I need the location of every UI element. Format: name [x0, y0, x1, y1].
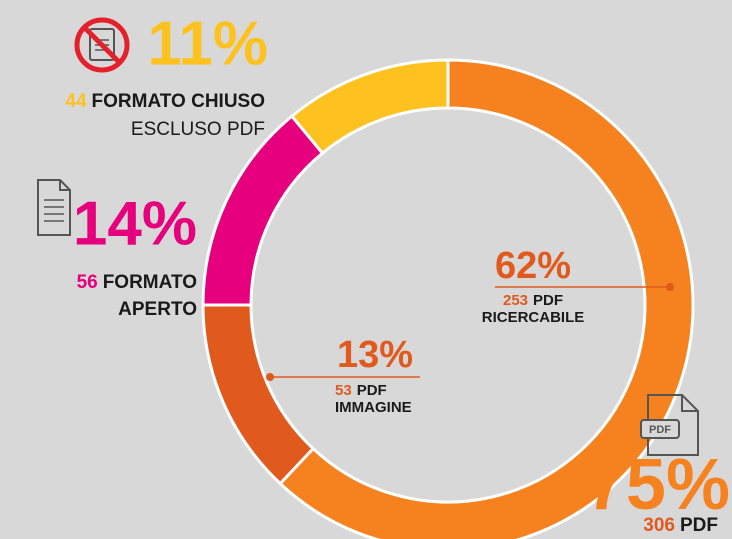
category-label: APERTO: [118, 299, 197, 320]
percent-label: 62%: [495, 245, 571, 287]
percent-label: 14%: [73, 189, 197, 258]
donut-segment: [201, 114, 325, 307]
total-label: 75%: [586, 445, 730, 525]
category-label: 53 PDF: [335, 382, 387, 399]
leader-dot: [266, 373, 274, 381]
total-name: PDF: [680, 515, 718, 536]
pdf-icon: PDF: [640, 394, 699, 456]
total-caption: 306 PDF: [643, 515, 718, 536]
category-label: ESCLUSO PDF: [131, 119, 265, 140]
category-label: RICERCABILE: [482, 309, 585, 326]
open-format-icon: [37, 179, 71, 236]
category-name: PDF: [357, 382, 387, 399]
count-label: 53: [335, 382, 352, 399]
closed-format-icon: [74, 17, 130, 73]
percent-label: 13%: [337, 334, 413, 376]
total-count: 306: [643, 515, 675, 536]
category-name: PDF: [533, 292, 563, 309]
category-label: 56 FORMATO: [77, 272, 197, 293]
category-name: FORMATO CHIUSO: [92, 91, 265, 112]
pdf-icon-label: PDF: [649, 424, 671, 436]
percent-label: 11%: [147, 9, 268, 78]
category-label: 253 PDF: [503, 292, 563, 309]
leader-dot: [666, 283, 674, 291]
donut-segment: [278, 58, 695, 539]
category-name: FORMATO: [103, 272, 197, 293]
count-label: 56: [77, 272, 98, 293]
count-label: 253: [503, 292, 528, 309]
donut-segment: [201, 303, 316, 486]
category-label: IMMAGINE: [335, 399, 412, 416]
category-label: 44 FORMATO CHIUSO: [65, 91, 265, 112]
count-label: 44: [65, 91, 87, 112]
